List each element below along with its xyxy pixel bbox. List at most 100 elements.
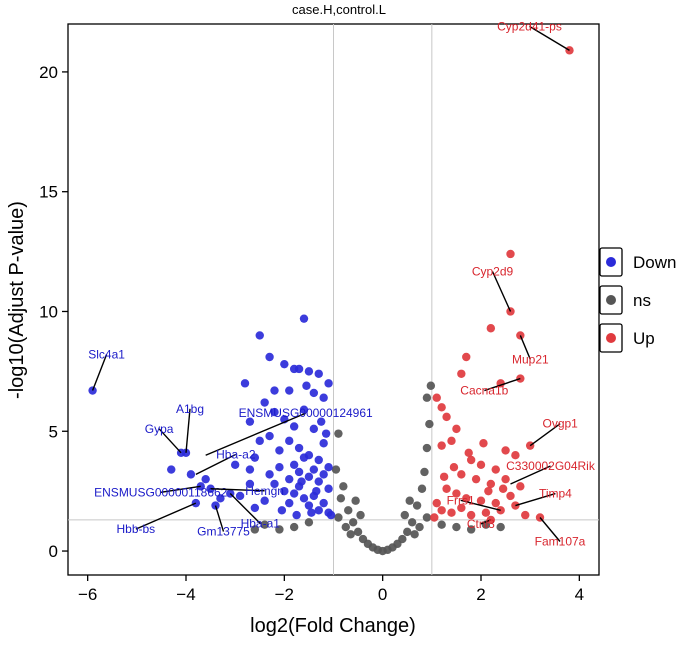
point-down	[304, 367, 314, 376]
gene-label: Timp4	[539, 487, 572, 501]
point-up	[430, 513, 439, 522]
point-ns	[422, 513, 432, 522]
point-down	[314, 455, 323, 465]
point-down	[319, 439, 328, 448]
point-down	[196, 482, 205, 491]
point-down	[294, 443, 304, 453]
point-down	[326, 510, 336, 520]
point-up	[464, 448, 473, 458]
point-ns	[405, 496, 414, 505]
point-down	[309, 388, 319, 398]
point-up	[476, 496, 486, 505]
point-ns	[346, 530, 355, 539]
gene-label: ENSMUSG00000124961	[239, 406, 373, 420]
point-down	[324, 462, 333, 472]
point-down	[309, 424, 319, 434]
point-ns	[466, 525, 476, 534]
label-leader-line	[529, 423, 561, 447]
y-tick-label: 15	[39, 183, 58, 202]
point-up	[501, 446, 510, 455]
point-ns	[425, 419, 434, 429]
legend-label: Down	[633, 253, 676, 272]
point-down	[304, 472, 314, 481]
point-up	[442, 412, 451, 422]
point-up	[521, 510, 530, 520]
point-ns	[250, 525, 260, 534]
point-down	[275, 462, 284, 472]
point-down	[167, 465, 176, 474]
point-down	[270, 386, 279, 395]
point-up	[466, 455, 476, 465]
x-tick-label: −6	[78, 585, 97, 604]
point-down	[240, 379, 250, 388]
point-ns	[422, 393, 432, 402]
point-down	[299, 405, 309, 414]
point-down	[265, 470, 274, 479]
point-up	[449, 462, 459, 472]
point-down	[294, 467, 304, 477]
point-up	[437, 506, 446, 515]
point-down	[304, 501, 314, 510]
point-down	[317, 417, 326, 426]
gene-labels: Cyp2d41-ps Cyp2d9 Mup21 Cacna1b Ovgp1 C330002…	[88, 19, 596, 548]
point-up	[437, 441, 446, 450]
point-down	[294, 364, 304, 374]
x-tick-label: 2	[476, 585, 485, 604]
point-ns	[422, 443, 432, 453]
point-down	[245, 417, 255, 426]
point-ns	[275, 525, 284, 534]
point-up	[466, 510, 476, 520]
point-up	[481, 508, 491, 517]
point-down	[255, 436, 264, 446]
gene-label: Ctnl3	[467, 517, 495, 531]
point-down	[265, 431, 274, 441]
point-ns	[341, 522, 350, 532]
x-axis-title: log2(Fold Change)	[250, 615, 416, 637]
label-leader-line	[160, 485, 201, 494]
point-down	[324, 379, 333, 388]
point-down	[285, 498, 294, 508]
point-ns	[331, 465, 341, 474]
point-down	[319, 393, 328, 402]
point-down	[289, 489, 299, 498]
point-ns	[334, 513, 343, 522]
point-ns	[356, 510, 365, 520]
gene-label: Frrs1	[447, 493, 475, 507]
point-up	[516, 482, 525, 491]
data-points	[88, 46, 574, 556]
point-up	[457, 369, 466, 378]
point-down	[211, 501, 220, 510]
point-down	[319, 498, 328, 508]
point-ns	[437, 520, 446, 529]
point-down	[270, 407, 279, 417]
point-down	[235, 491, 245, 501]
point-down	[275, 446, 284, 455]
point-ns	[426, 381, 436, 390]
gene-label: Hba-a2	[216, 447, 256, 461]
point-up	[516, 331, 525, 340]
axes: −6 −4 −2 0 2 4 0 5 10 15 20	[39, 63, 584, 604]
point-down	[299, 494, 309, 503]
point-down	[255, 331, 264, 340]
label-leader-line	[210, 488, 265, 492]
label-leader-line	[214, 505, 225, 532]
point-ns	[398, 534, 407, 544]
point-up	[452, 424, 461, 434]
point-down	[312, 486, 321, 496]
x-tick-label: 0	[378, 585, 387, 604]
legend-label: Up	[633, 329, 655, 348]
label-leader-line	[460, 499, 501, 511]
gene-label: ENSMUSG00000118662	[94, 485, 228, 499]
label-leader-line	[158, 428, 182, 454]
point-up	[511, 451, 520, 460]
gene-label: Cacna1b	[460, 384, 508, 398]
point-ns	[339, 482, 348, 491]
point-up	[498, 484, 508, 493]
label-leader-line	[529, 25, 570, 51]
label-leader-line	[195, 453, 237, 476]
label-leader-line	[515, 492, 556, 507]
gene-label: C330002G04Rik	[506, 459, 596, 473]
point-down	[297, 477, 306, 486]
label-leader-line	[91, 354, 108, 391]
